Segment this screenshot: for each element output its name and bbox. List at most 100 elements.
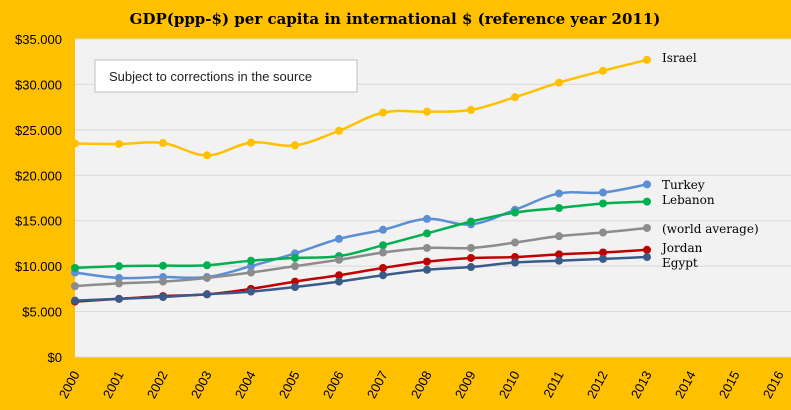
data-point	[159, 293, 167, 302]
data-point	[335, 126, 343, 135]
data-point	[555, 232, 563, 241]
data-point	[71, 282, 79, 291]
series-egypt	[71, 253, 651, 305]
data-point	[511, 238, 519, 247]
series-label: (world average)	[662, 222, 759, 236]
data-point	[511, 93, 519, 102]
data-point	[467, 243, 475, 252]
series-world-average	[71, 223, 651, 291]
data-point	[467, 263, 475, 272]
series-label: Jordan	[660, 241, 703, 255]
y-tick-label: $15.000	[15, 214, 62, 229]
data-point	[247, 256, 255, 265]
x-tick-label: 2005	[276, 368, 303, 401]
data-point	[247, 287, 255, 296]
x-tick-label: 2015	[716, 368, 743, 401]
x-tick-label: 2004	[232, 368, 259, 401]
series-israel	[71, 55, 651, 160]
data-point	[335, 234, 343, 243]
data-point	[379, 225, 387, 234]
data-point	[71, 263, 79, 272]
data-point	[555, 250, 563, 259]
series-label: Turkey	[662, 178, 705, 192]
data-point	[643, 253, 651, 262]
x-tick-label: 2002	[144, 368, 171, 401]
y-axis-ticks: $0 $5.000 $10.000 $15.000 $20.000 $25.000 $30.…	[15, 32, 62, 365]
x-tick-label: 2011	[540, 368, 566, 400]
data-point	[467, 253, 475, 262]
data-point	[555, 256, 563, 265]
data-point	[423, 243, 431, 252]
x-tick-label: 2016	[760, 368, 787, 401]
data-point	[511, 208, 519, 217]
data-point	[379, 241, 387, 250]
data-point	[159, 261, 167, 270]
x-tick-label: 2012	[584, 368, 611, 401]
data-point	[379, 108, 387, 117]
x-tick-label: 2008	[408, 368, 435, 401]
data-point	[555, 203, 563, 212]
data-point	[555, 78, 563, 87]
data-point	[71, 296, 79, 305]
data-point	[467, 105, 475, 114]
data-point	[247, 268, 255, 277]
y-tick-label: $0	[48, 350, 62, 365]
data-point	[643, 223, 651, 232]
data-point	[599, 188, 607, 197]
y-tick-label: $10.000	[15, 259, 62, 274]
x-tick-label: 2007	[364, 368, 391, 401]
data-point	[643, 197, 651, 206]
data-point	[115, 294, 123, 303]
data-point	[247, 138, 255, 147]
data-point	[115, 262, 123, 271]
data-point	[291, 283, 299, 292]
data-point	[643, 55, 651, 64]
data-point	[423, 265, 431, 274]
data-point	[379, 248, 387, 257]
data-point	[467, 217, 475, 226]
series-label: Israel	[662, 51, 697, 65]
data-point	[423, 107, 431, 116]
series-lebanon	[71, 197, 651, 272]
data-point	[203, 261, 211, 270]
series-label: Lebanon	[662, 193, 715, 207]
x-tick-label: 2009	[452, 368, 479, 401]
data-point	[599, 254, 607, 263]
data-point	[335, 255, 343, 264]
x-tick-label: 2001	[100, 368, 127, 401]
data-point	[159, 277, 167, 286]
data-point	[115, 139, 123, 148]
data-point	[71, 139, 79, 148]
data-point	[643, 180, 651, 189]
data-point	[203, 273, 211, 282]
x-axis-ticks: 2000 2001 2002 2003 2004 2005 2006 2007 2008 2009…	[56, 368, 787, 401]
data-point	[203, 151, 211, 160]
data-point	[291, 141, 299, 150]
y-tick-label: $5.000	[22, 305, 62, 320]
data-point	[379, 271, 387, 280]
chart-title: GDP(ppp-$) per capita in international $…	[130, 10, 661, 28]
x-tick-label: 2003	[188, 368, 215, 401]
data-point	[599, 228, 607, 237]
y-tick-label: $25.000	[15, 123, 62, 138]
y-tick-label: $35.000	[15, 32, 62, 47]
data-point	[643, 245, 651, 254]
note-text: Subject to corrections in the source	[109, 69, 312, 84]
data-point	[379, 263, 387, 272]
data-point	[115, 279, 123, 288]
data-point	[291, 253, 299, 262]
data-point	[599, 199, 607, 208]
y-tick-label: $20.000	[15, 168, 62, 183]
x-tick-label: 2006	[320, 368, 347, 401]
data-point	[599, 248, 607, 257]
data-point	[555, 189, 563, 198]
data-point	[203, 290, 211, 299]
x-tick-label: 2014	[672, 368, 699, 401]
series-lines	[71, 55, 651, 306]
data-point	[291, 262, 299, 271]
data-point	[599, 66, 607, 75]
data-point	[423, 214, 431, 223]
